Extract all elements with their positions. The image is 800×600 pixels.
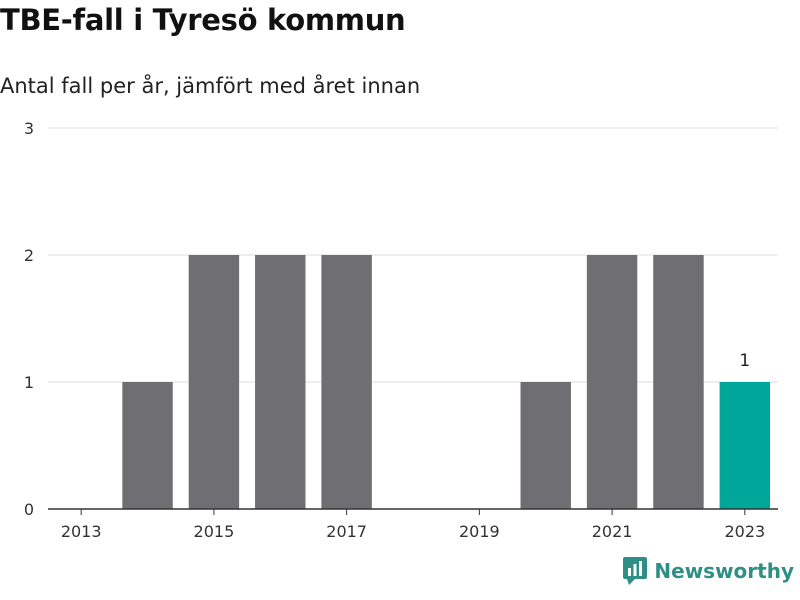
x-tick-label: 2017 (326, 522, 367, 541)
x-tick-label: 2013 (61, 522, 102, 541)
bar (321, 255, 372, 509)
newsworthy-logo-icon (623, 557, 648, 585)
brand-logo: Newsworthy (622, 556, 794, 586)
y-tick-label: 3 (24, 119, 34, 138)
bar (520, 382, 571, 509)
x-tick-label: 2021 (592, 522, 633, 541)
bar (188, 255, 240, 509)
bar (653, 255, 704, 509)
bar (255, 255, 306, 509)
x-tick-label: 2023 (724, 522, 765, 541)
y-tick-label: 1 (24, 373, 34, 392)
bar (122, 382, 173, 509)
bar (586, 255, 638, 509)
y-tick-label: 0 (24, 500, 34, 519)
data-label: 1 (739, 351, 750, 371)
x-tick-label: 2019 (459, 522, 500, 541)
y-tick-label: 2 (24, 246, 34, 265)
x-tick-label: 2015 (194, 522, 235, 541)
bar (719, 382, 771, 509)
brand-name: Newsworthy (654, 559, 794, 583)
chart-subtitle: Antal fall per år, jämfört med året inna… (0, 74, 421, 98)
chart-title: TBE-fall i Tyresö kommun (0, 3, 406, 37)
